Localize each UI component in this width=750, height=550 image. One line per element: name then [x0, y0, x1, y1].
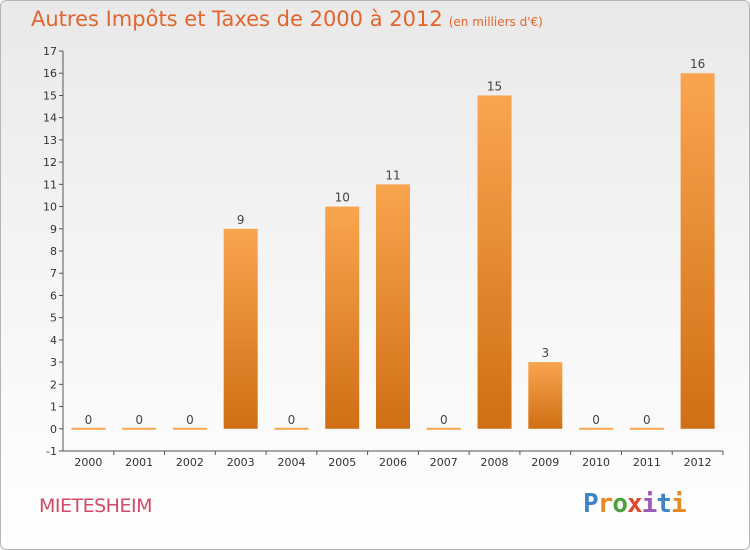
x-tick-label: 2010	[582, 456, 610, 469]
y-tick-label: 6	[50, 289, 57, 302]
x-tick-label: 2003	[227, 456, 255, 469]
data-label: 3	[541, 346, 549, 360]
x-tick-label: 2004	[277, 456, 305, 469]
chart-title: Autres Impôts et Taxes de 2000 à 2012 (en…	[31, 7, 543, 31]
y-tick-label: 7	[50, 267, 57, 280]
data-label: 0	[643, 413, 651, 427]
bar	[223, 228, 258, 429]
x-tick-label: 2011	[633, 456, 661, 469]
bar	[528, 362, 563, 429]
x-tick-label: 2007	[430, 456, 458, 469]
bar	[325, 206, 360, 429]
logo-letter: t	[656, 489, 672, 519]
bar	[629, 427, 664, 430]
x-tick-label: 2012	[684, 456, 712, 469]
y-tick-label: 5	[50, 312, 57, 325]
data-label: 0	[186, 413, 194, 427]
chart-subtitle: (en milliers d'€)	[448, 15, 543, 29]
y-tick-label: 17	[43, 45, 57, 58]
data-label: 15	[487, 79, 502, 93]
y-tick-label: 1	[50, 401, 57, 414]
logo-letter: r	[597, 489, 614, 519]
x-tick-label: 2006	[379, 456, 407, 469]
data-label: 0	[440, 413, 448, 427]
data-label: 9	[237, 213, 245, 227]
data-label: 0	[288, 413, 296, 427]
y-tick-label: 8	[50, 245, 57, 258]
place-name: MIETESHEIM	[39, 495, 152, 517]
y-tick-label: 9	[50, 223, 57, 236]
bar	[680, 73, 715, 429]
y-tick-label: 12	[43, 156, 57, 169]
y-tick-label: 15	[43, 89, 57, 102]
y-tick-label: 11	[43, 178, 57, 191]
bar	[426, 427, 461, 430]
data-label: 16	[690, 57, 705, 71]
data-label: 11	[385, 168, 400, 182]
data-label: 10	[335, 191, 350, 205]
x-tick-label: 2009	[531, 456, 559, 469]
y-tick-label: 4	[50, 334, 57, 347]
data-label: 0	[135, 413, 143, 427]
bar	[376, 184, 410, 429]
logo-letter: i	[641, 489, 658, 519]
data-label: 0	[592, 413, 600, 427]
y-tick-label: 16	[43, 67, 57, 80]
x-tick-label: 2001	[125, 456, 153, 469]
y-tick-label: 10	[43, 201, 57, 214]
x-tick-label: 2005	[328, 456, 356, 469]
bar	[477, 95, 512, 429]
logo-letter: i	[670, 489, 687, 519]
x-tick-label: 2008	[481, 456, 509, 469]
logo-letter: x	[626, 489, 643, 519]
data-label: 0	[85, 413, 93, 427]
y-tick-label: 13	[43, 134, 57, 147]
y-tick-label: 2	[50, 378, 57, 391]
y-tick-label: 14	[43, 112, 57, 125]
bar	[71, 427, 106, 430]
y-tick-label: 3	[50, 356, 57, 369]
x-tick-label: 2000	[74, 456, 102, 469]
bar	[122, 427, 157, 430]
title-text: Autres Impôts et Taxes de 2000 à 2012	[31, 7, 443, 31]
bar	[172, 427, 207, 430]
bar	[274, 427, 309, 430]
proxiti-logo[interactable]: Proxiti	[583, 489, 687, 519]
x-tick-label: 2002	[176, 456, 204, 469]
bar	[579, 427, 614, 430]
logo-letter: o	[612, 489, 628, 519]
logo-letter: P	[583, 489, 599, 519]
y-tick-label: -1	[46, 445, 57, 458]
y-tick-label: 0	[50, 423, 57, 436]
